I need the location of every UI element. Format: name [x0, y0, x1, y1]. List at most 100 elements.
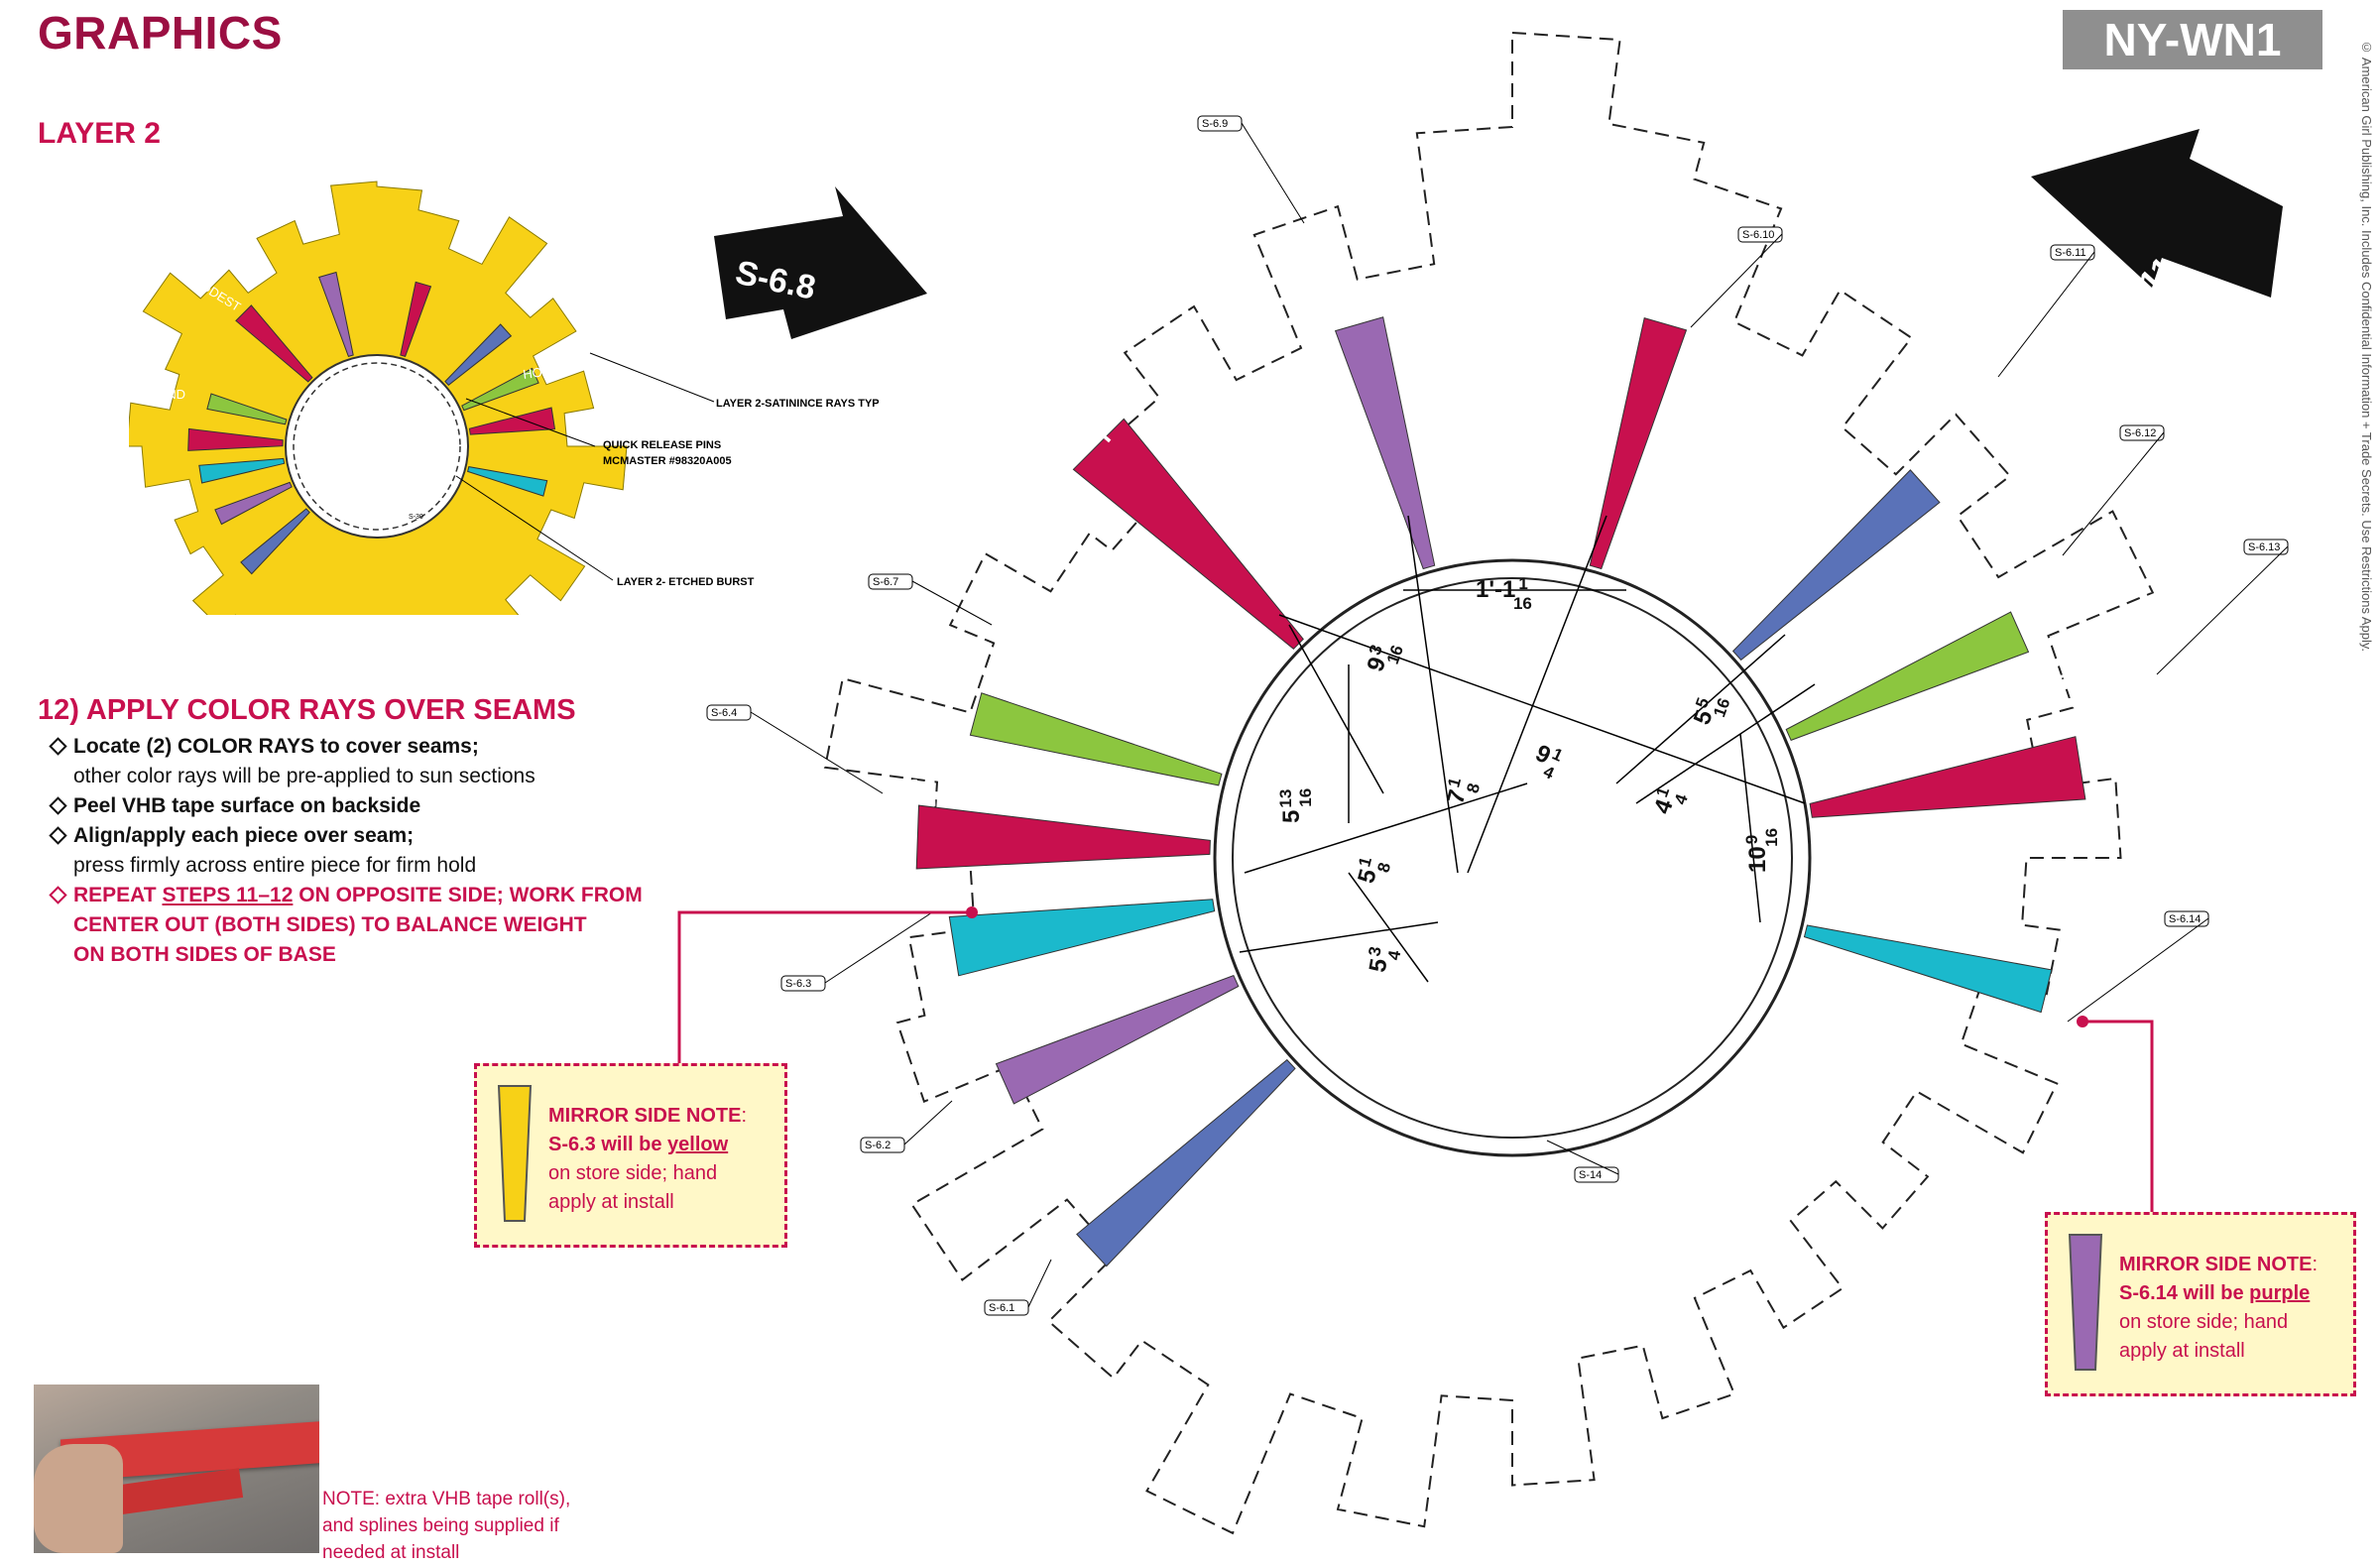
ref-tag-label: S-6.9: [1202, 118, 1228, 130]
ref-tag-leader: [1546, 1140, 1619, 1175]
instruction-item: Locate (2) COLOR RAYS to cover seams; ot…: [49, 732, 536, 791]
note-dot-left: [966, 906, 978, 918]
ref-tag-label: S-6.12: [2124, 427, 2156, 439]
dim-top: 1'-1: [1476, 576, 1515, 603]
mini-ray: [206, 393, 288, 425]
mini-label-honest: HONEST: [522, 360, 577, 382]
mini-ray: [318, 271, 354, 358]
dim-5-5-16: 5516: [1687, 689, 1734, 732]
layer-heading: LAYER 2: [38, 117, 161, 150]
step-heading: 12) APPLY COLOR RAYS OVER SEAMS: [38, 694, 576, 726]
mini-ray-honest: [468, 407, 556, 435]
dim-5-3-4: 534: [1363, 945, 1405, 976]
color-rays: [915, 316, 2086, 1267]
ref-tag-label: S-6.14: [2169, 913, 2201, 925]
dimension-labels: 1'-1 1 16 9316 51316 718 914 518 534 5516 …: [1276, 574, 1781, 976]
ref-tag-leader: [1027, 1259, 1052, 1308]
outer-ring: [1213, 558, 1812, 1157]
mini-inner-ring: [285, 354, 469, 539]
dashed-sun-outline: [823, 31, 2155, 1535]
callout-etched-burst: LAYER 2- ETCHED BURST: [617, 576, 755, 588]
page-title: GRAPHICS: [38, 7, 283, 59]
mini-ray: [198, 457, 286, 484]
arrow-s-6-11: [2031, 129, 2283, 298]
ray-word-modest: MODEST: [936, 307, 1119, 472]
ray-s-6-7: [969, 692, 1223, 786]
note-dot-right: [2077, 1016, 2088, 1027]
instruction-repeat: REPEAT STEPS 11–12 ON OPPOSITE SIDE; WOR…: [49, 881, 643, 970]
mini-ray: [467, 466, 548, 497]
mirror-note-left: MIRROR SIDE NOTE: S-6.3 will be yellow o…: [474, 1063, 787, 1248]
ray-s-6-9: [1334, 316, 1436, 570]
dim-10-9-16: 10916: [1742, 828, 1781, 873]
ref-tag-leader: [824, 911, 933, 984]
mini-ray: [214, 481, 293, 526]
instruction-item: Align/apply each piece over seam; press …: [49, 821, 476, 881]
ref-tag-leader: [2067, 917, 2209, 1023]
dim-9-1-4: 914: [1527, 738, 1566, 783]
ref-tag-box: [984, 1299, 1029, 1316]
callout-line: [589, 352, 715, 403]
callout-mcmaster: MCMASTER #98320A005: [603, 455, 732, 467]
ref-tag-leader: [911, 580, 993, 626]
mini-ray: [400, 281, 432, 358]
ref-tag-box: [780, 975, 826, 992]
dim-9-3-16: 9316: [1361, 636, 1408, 678]
ray-word-kind: KIND: [872, 771, 968, 817]
layer2-mini-diagram: MODEST HONEST KIND LAYER 2-SATININCE RAY…: [129, 181, 880, 615]
dimension-lines: [1239, 515, 1816, 983]
ref-tag-label: S-6.10: [1742, 229, 1774, 241]
ray-s-6-10: [1589, 316, 1688, 570]
dim-4-1-4: 414: [1647, 784, 1692, 821]
mini-color-rays: [187, 271, 556, 575]
mini-small-ref: S-30: [409, 514, 423, 521]
instruction-bold: Peel VHB tape surface on backside: [73, 794, 421, 817]
ref-tag-label: S-6.7: [873, 576, 898, 588]
ref-tag-label: S-6.13: [2248, 542, 2280, 553]
copyright-notice: © American Girl Publishing, Inc. Include…: [2359, 40, 2374, 653]
ray-s-6-14: [1803, 924, 2053, 1014]
dim-5-1-8: 518: [1351, 855, 1394, 889]
ray-honest: [1809, 736, 2086, 818]
ref-tag-leader: [2156, 545, 2289, 675]
ref-tag-leader: [750, 711, 884, 794]
ref-tag-box: [1574, 1166, 1619, 1183]
instruction-item: Peel VHB tape surface on backside: [49, 791, 421, 821]
instruction-text: other color rays will be pre-applied to …: [73, 765, 536, 787]
swatch-yellow: [497, 1085, 533, 1222]
callout-satinince-rays: LAYER 2-SATININCE RAYS TYP: [716, 398, 880, 410]
ref-tag-leader: [1690, 233, 1783, 328]
ref-tag-leader: [1241, 122, 1305, 224]
callout-release-pins: QUICK RELEASE PINS: [603, 439, 721, 451]
ref-tag-label: S-6.3: [785, 978, 811, 990]
callout-line: [455, 475, 614, 581]
mini-ray-modest: [235, 304, 313, 383]
ray-s-6-2: [995, 974, 1240, 1105]
ref-tag-label: S-6.4: [711, 707, 737, 719]
dim-7-1-8: 718: [1440, 776, 1484, 809]
mini-ray: [240, 508, 310, 575]
mini-ray: [461, 367, 539, 412]
mirror-note-right: MIRROR SIDE NOTE: S-6.14 will be purple …: [2045, 1212, 2356, 1396]
steps-link: STEPS 11–12: [162, 884, 294, 906]
ref-tag-label: S-6.1: [989, 1302, 1014, 1314]
mini-label-kind: KIND: [155, 387, 185, 402]
instruction-bold: Locate (2) COLOR RAYS to cover seams;: [73, 735, 479, 758]
ray-kind: [915, 804, 1211, 870]
callout-line: [465, 398, 596, 447]
dim-5-13-16: 51316: [1276, 788, 1315, 823]
ray-s-6-11: [1731, 469, 1941, 662]
instruction-bold: Align/apply each piece over seam;: [73, 824, 415, 847]
mini-ray: [444, 323, 513, 386]
ref-tag-label: S-6.2: [865, 1140, 891, 1151]
arrow-s-6-8: [714, 186, 927, 339]
note-leader-left: [677, 910, 972, 1063]
ray-s-6-12: [1785, 611, 2030, 742]
ray-s-6-3: [948, 899, 1216, 977]
sheet-code-badge: NY-WN1: [2063, 10, 2322, 69]
note-leader-right: [2082, 1020, 2154, 1212]
tape-note: NOTE: extra VHB tape roll(s), and splines…: [322, 1489, 571, 1563]
ray-modest: [1072, 418, 1304, 650]
